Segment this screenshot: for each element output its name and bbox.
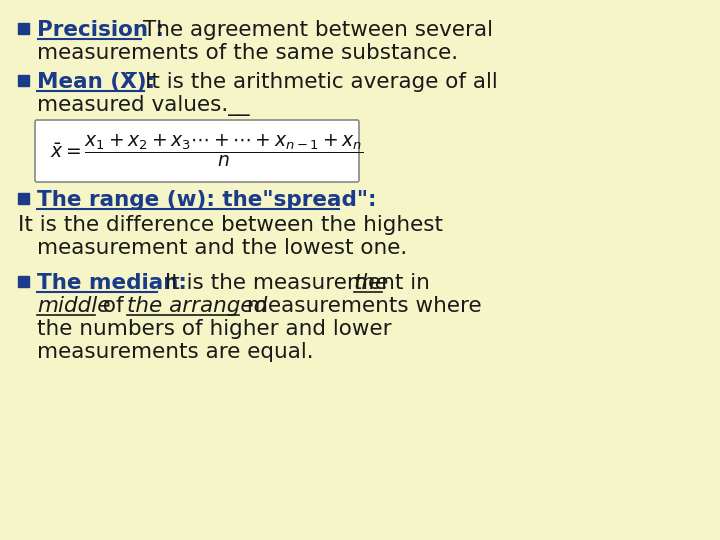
Text: measurements where: measurements where (240, 296, 482, 316)
Text: It is the difference between the highest: It is the difference between the highest (18, 215, 443, 235)
Text: measurement and the lowest one.: measurement and the lowest one. (37, 238, 408, 258)
Text: The median:: The median: (37, 273, 187, 293)
Text: $\bar{x} = \dfrac{x_1 + x_2 + x_3 \cdots + \cdots + x_{n-1} + x_n}{n}$: $\bar{x} = \dfrac{x_1 + x_2 + x_3 \cdots… (50, 133, 364, 169)
Text: of: of (96, 296, 138, 316)
Bar (18, 23, 29, 34)
Text: the: the (354, 273, 390, 293)
Text: measurements are equal.: measurements are equal. (37, 342, 314, 362)
Text: The agreement between several: The agreement between several (143, 20, 493, 40)
FancyBboxPatch shape (35, 120, 359, 182)
Text: the arranged: the arranged (127, 296, 267, 316)
Text: Mean (X̅):: Mean (X̅): (37, 72, 155, 92)
Text: measurements of the same substance.: measurements of the same substance. (37, 43, 458, 63)
Bar (18, 75, 29, 86)
Text: middle: middle (37, 296, 110, 316)
Bar (18, 193, 29, 204)
Text: Precision :: Precision : (37, 20, 164, 40)
Text: It is the measurement in: It is the measurement in (158, 273, 437, 293)
Text: the numbers of higher and lower: the numbers of higher and lower (37, 319, 392, 339)
Text: It is the arithmetic average of all: It is the arithmetic average of all (145, 72, 498, 92)
Bar (18, 276, 29, 287)
Text: The range (w): the"spread":: The range (w): the"spread": (37, 190, 377, 210)
Text: measured values.__: measured values.__ (37, 95, 250, 116)
